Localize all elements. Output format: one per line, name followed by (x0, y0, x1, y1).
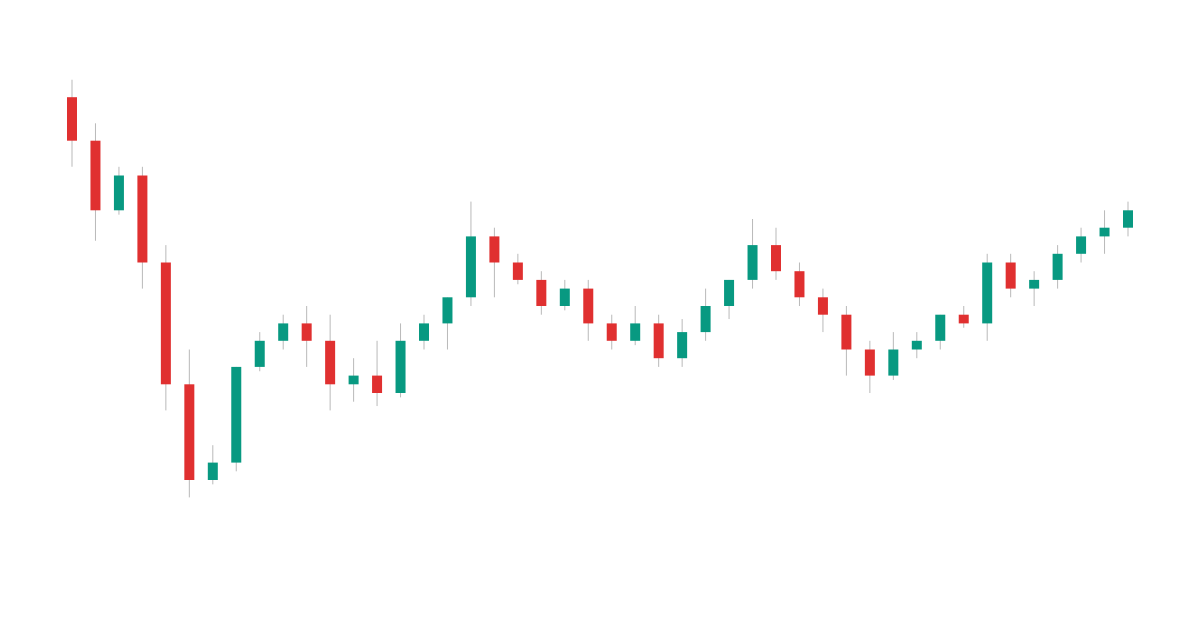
candle-body-14 (372, 375, 383, 393)
candle-body-10 (278, 323, 289, 341)
candle-body-32 (794, 271, 805, 298)
candle-body-46 (1123, 210, 1133, 228)
candle-body-18 (465, 236, 476, 298)
candle-body-42 (1029, 279, 1040, 289)
candle-body-31 (771, 245, 781, 272)
candle-body-6 (184, 384, 195, 480)
candle-body-9 (254, 340, 265, 367)
candle-body-30 (747, 245, 758, 280)
candle-body-43 (1052, 253, 1063, 280)
candle-body-23 (583, 288, 594, 324)
bodies-layer (67, 97, 1133, 480)
candle-body-7 (207, 462, 218, 480)
candle-body-29 (724, 279, 735, 306)
candle-body-34 (841, 314, 852, 350)
candle-body-25 (630, 323, 641, 341)
candle-body-45 (1099, 227, 1110, 237)
candle-body-41 (1005, 262, 1016, 289)
candle-body-4 (137, 175, 148, 263)
candle-body-15 (395, 340, 406, 393)
candle-body-20 (512, 262, 523, 280)
candle-body-38 (935, 314, 946, 341)
candle-body-36 (888, 349, 899, 376)
candle-body-35 (864, 349, 875, 376)
candle-body-40 (982, 262, 993, 324)
candle-body-39 (958, 314, 969, 324)
candle-body-1 (67, 97, 77, 141)
candle-body-27 (677, 332, 688, 359)
wicks-layer (71, 79, 1129, 498)
candle-body-19 (489, 236, 500, 263)
candle-body-28 (700, 306, 711, 333)
candle-body-16 (419, 323, 429, 341)
candle-body-26 (653, 323, 664, 359)
candle-body-21 (536, 279, 547, 306)
candle-body-5 (160, 262, 171, 385)
candle-body-24 (606, 323, 617, 341)
candle-body-2 (90, 140, 101, 211)
candle-body-37 (911, 340, 922, 350)
candle-body-33 (817, 297, 828, 315)
candle-body-12 (325, 340, 336, 385)
candle-body-22 (559, 288, 570, 306)
candle-body-8 (231, 366, 242, 463)
candle-body-17 (442, 297, 453, 324)
candle-body-13 (348, 375, 359, 385)
candle-body-3 (113, 175, 124, 211)
candle-body-11 (301, 323, 312, 341)
candle-body-44 (1076, 236, 1087, 254)
